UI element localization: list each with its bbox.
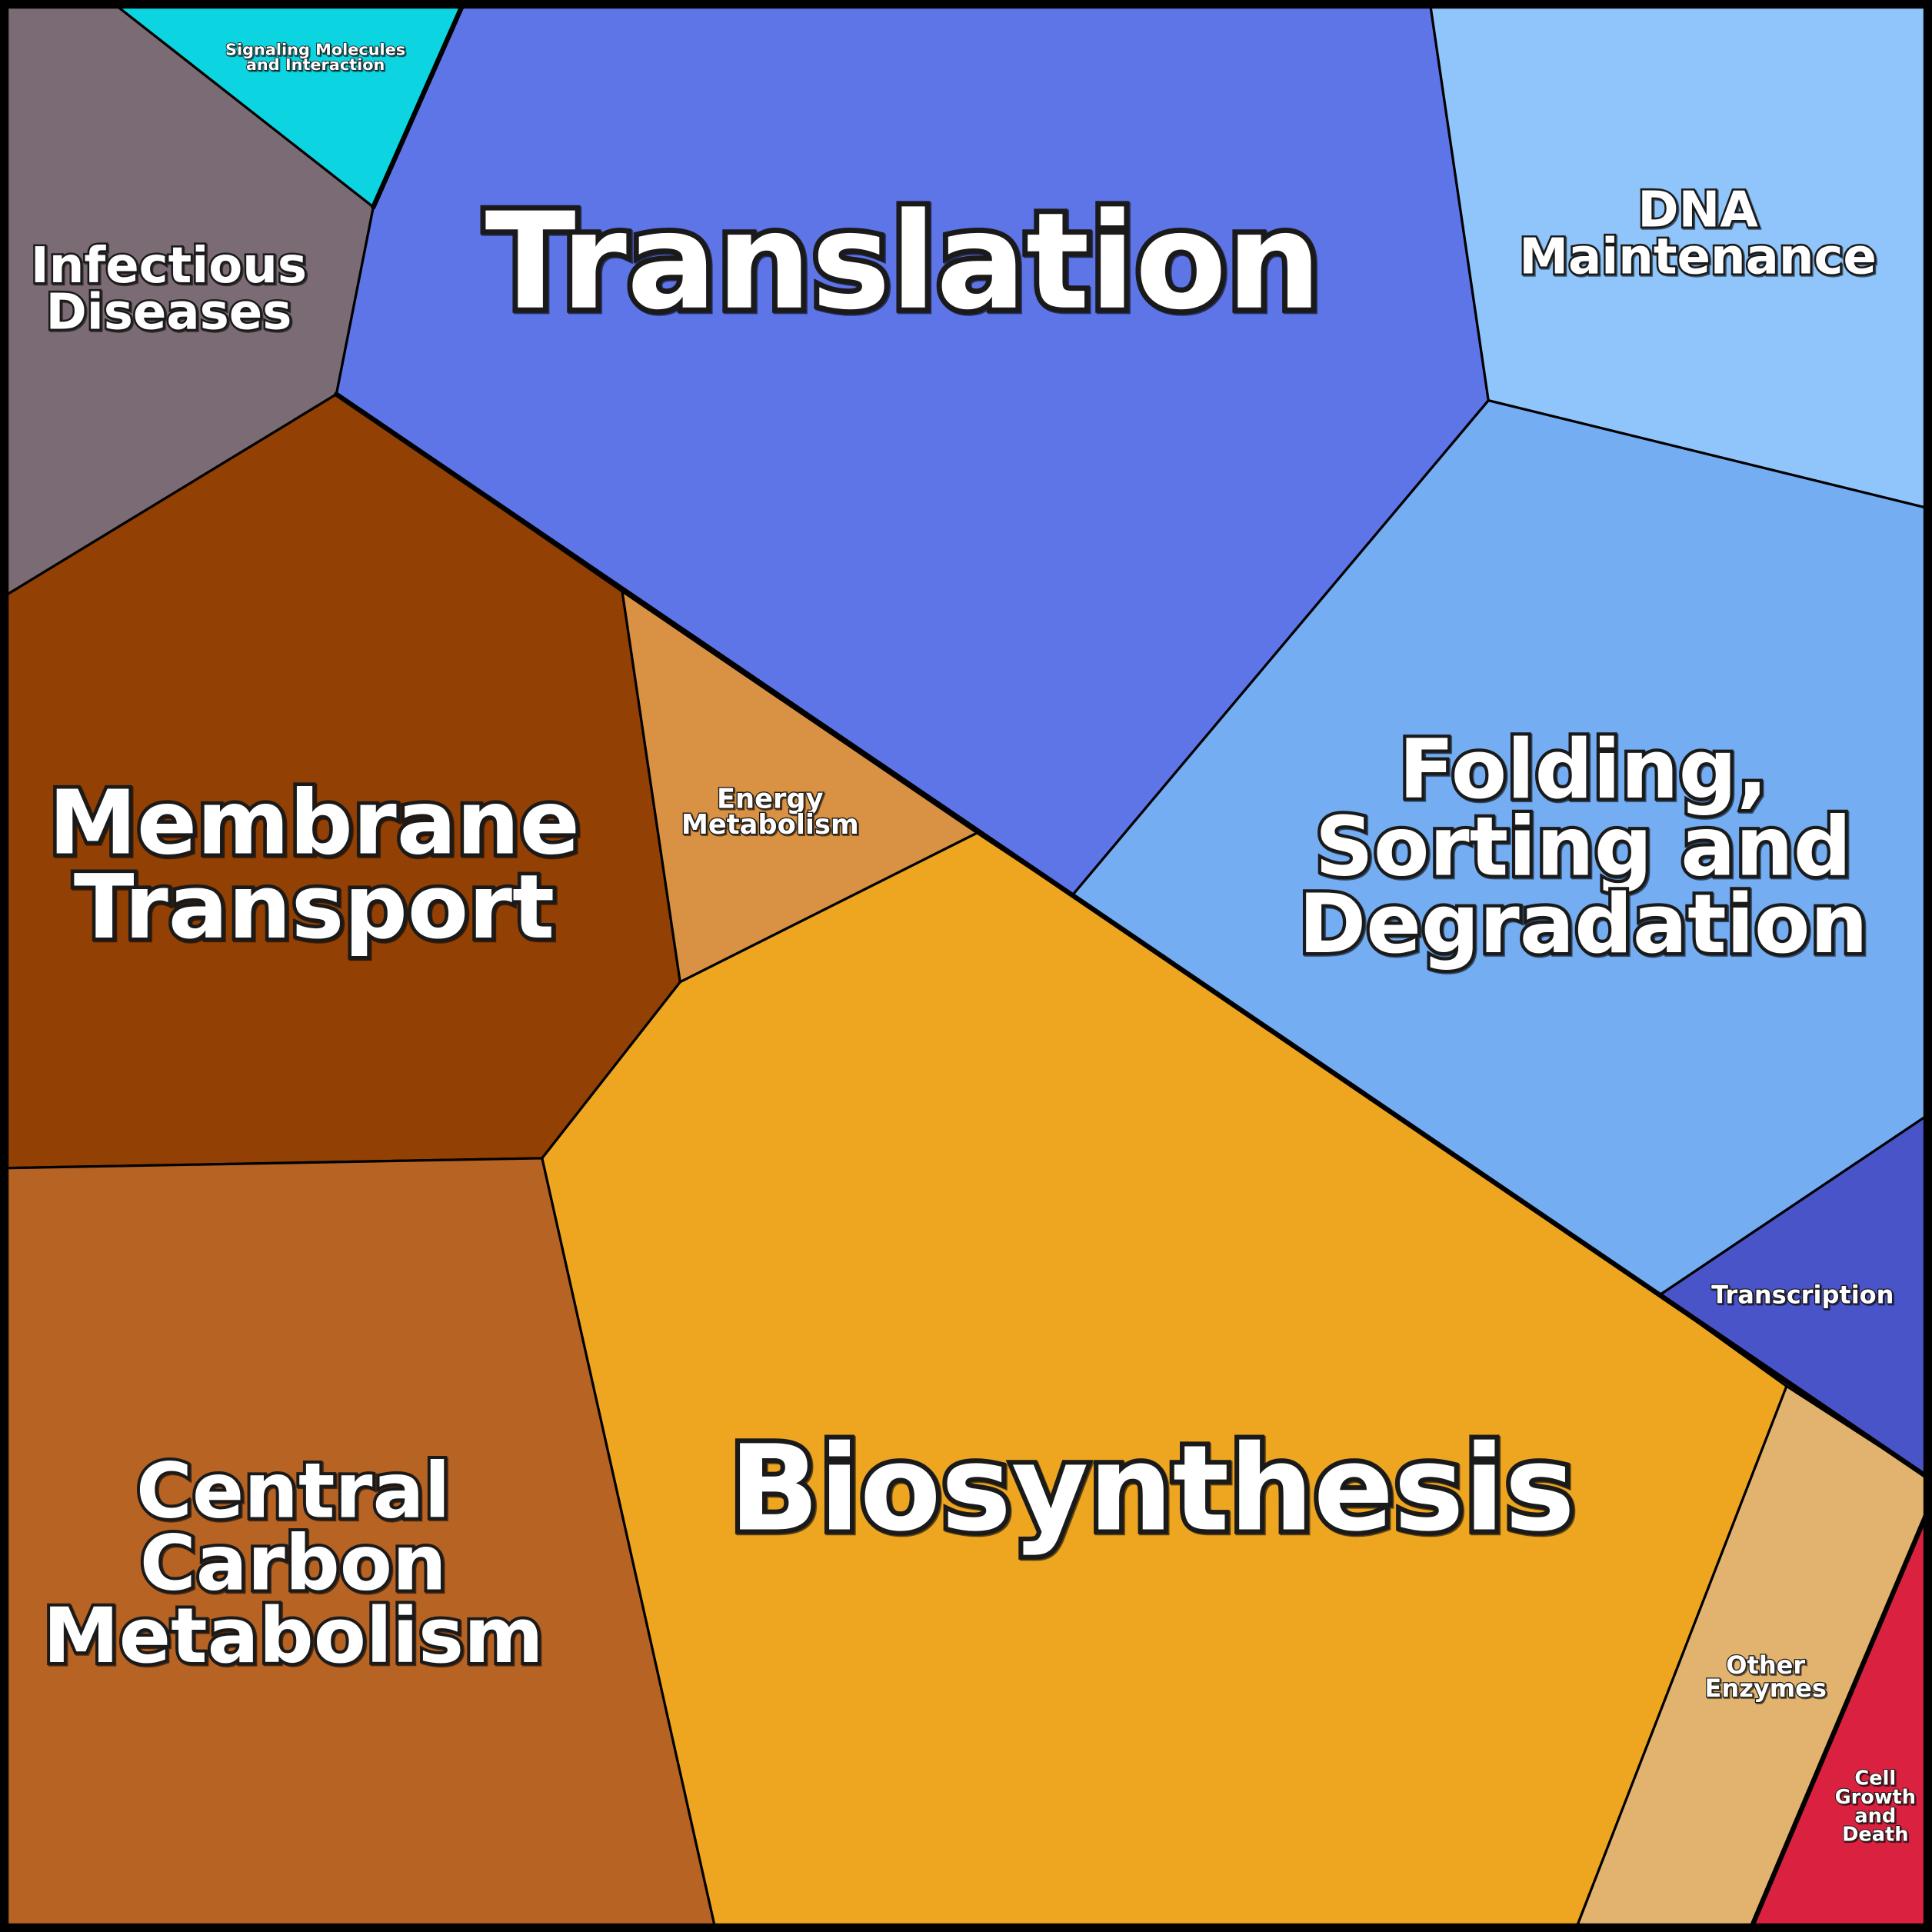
label-line: Degradation: [1298, 877, 1867, 971]
label: Biosynthesis: [729, 1420, 1575, 1557]
label: Signaling Molecules and Interaction: [225, 40, 405, 74]
label-line: Infectious: [31, 238, 307, 295]
label-line: Membrane: [48, 772, 580, 875]
label-line: Metabolism: [43, 1592, 544, 1681]
label: Infectious Diseases: [31, 238, 307, 341]
label: Translation: [485, 184, 1321, 339]
label-line: Diseases: [46, 285, 292, 341]
label-line: Folding,: [1399, 722, 1768, 817]
label: Other Enzymes: [1705, 1651, 1827, 1703]
label: Central Carbon Metabolism: [43, 1447, 544, 1681]
label-line: Energy: [717, 784, 824, 815]
label-line: and Interaction: [246, 55, 385, 74]
label-line: Biosynthesis: [729, 1420, 1575, 1557]
group-border: [371, 3, 465, 210]
label-line: Transport: [74, 856, 555, 959]
label-line: Signaling Molecules: [225, 40, 405, 58]
label-line: DNA: [1637, 182, 1758, 239]
label: Cell Growth and Death: [1835, 1767, 1916, 1847]
label: Folding, Sorting and Degradation: [1298, 722, 1867, 971]
label-line: Transcription: [1711, 1280, 1894, 1309]
group-border: [334, 391, 1929, 1479]
label-line: Enzymes: [1705, 1674, 1827, 1703]
label-line: Other: [1726, 1651, 1805, 1680]
label: Energy Metabolism: [681, 784, 859, 841]
label-line: Metabolism: [681, 809, 859, 841]
label: Transcription: [1711, 1280, 1894, 1309]
label-line: Growth: [1835, 1786, 1916, 1809]
label-line: Sorting and: [1315, 799, 1852, 894]
label: DNA Maintenance: [1519, 182, 1877, 286]
label-line: Cell: [1854, 1767, 1896, 1790]
label-line: Maintenance: [1519, 229, 1877, 286]
label: Membrane Transport: [48, 772, 580, 960]
label-line: Central: [136, 1447, 450, 1535]
label-line: Translation: [485, 184, 1321, 339]
group-border: [1749, 1513, 1929, 1929]
label-line: Death: [1842, 1824, 1908, 1847]
label-line: Carbon: [140, 1520, 447, 1608]
label-line: and: [1854, 1804, 1896, 1827]
